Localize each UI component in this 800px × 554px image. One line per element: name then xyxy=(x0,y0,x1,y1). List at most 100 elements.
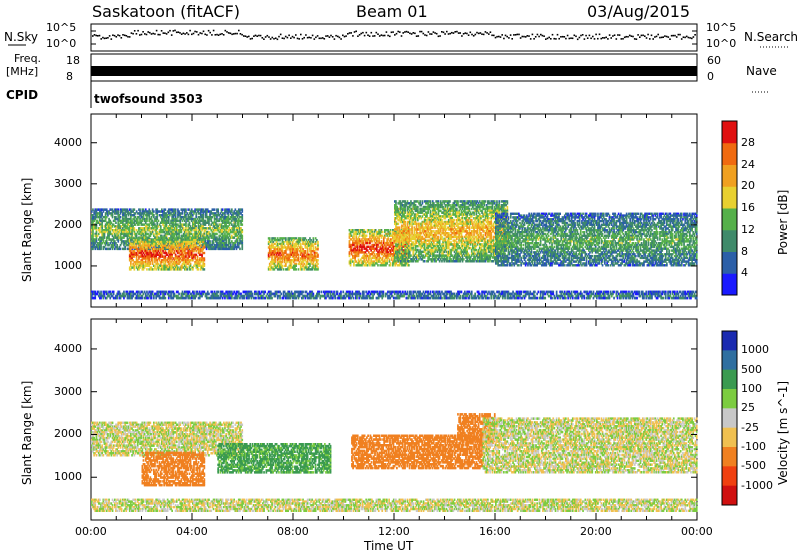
noise-sample xyxy=(401,35,403,37)
noise-sample xyxy=(149,32,151,34)
noise-sample xyxy=(590,38,592,40)
noise-sample xyxy=(161,30,163,32)
noise-sample xyxy=(594,38,596,40)
echo-cell xyxy=(120,216,122,219)
noise-sample xyxy=(501,34,503,36)
echo-cell xyxy=(112,216,114,219)
noise-sample xyxy=(330,35,332,37)
noise-sample xyxy=(496,36,498,38)
noise-sample xyxy=(617,34,619,36)
noise-sample xyxy=(560,36,562,38)
noise-sample xyxy=(567,35,569,37)
noise-sample xyxy=(448,33,450,35)
noise-sample xyxy=(241,34,243,36)
noise-sample xyxy=(428,31,430,33)
noise-sample xyxy=(112,34,114,36)
noise-sample xyxy=(280,34,282,36)
noise-sample xyxy=(332,36,334,38)
noise-sample xyxy=(558,38,560,40)
noise-sample xyxy=(535,36,537,38)
echo-cell xyxy=(158,220,160,223)
noise-sample xyxy=(290,37,292,39)
noise-sample xyxy=(391,32,393,34)
noise-sample xyxy=(416,35,418,37)
noise-sample xyxy=(564,36,566,38)
noise-sample xyxy=(116,36,118,38)
noise-sample xyxy=(488,33,490,35)
noise-sample xyxy=(396,33,398,35)
echo-cell xyxy=(117,240,119,243)
noise-sample xyxy=(498,36,500,38)
noise-sample xyxy=(610,37,612,39)
noise-sample xyxy=(574,35,576,37)
noise-sample xyxy=(119,35,121,37)
noise-sample xyxy=(320,38,322,40)
noise-sample xyxy=(490,31,492,33)
noise-sample xyxy=(111,38,113,40)
noise-sample xyxy=(218,34,220,36)
noise-sample xyxy=(565,38,567,40)
noise-sample xyxy=(163,32,165,34)
noise-sample xyxy=(303,37,305,39)
noise-sample xyxy=(426,35,428,37)
noise-sample xyxy=(384,35,386,37)
noise-sample xyxy=(449,33,451,35)
noise-sample xyxy=(248,36,250,38)
noise-sample xyxy=(95,35,97,37)
freq-bar xyxy=(91,66,697,76)
noise-sample xyxy=(542,35,544,37)
noise-sample xyxy=(293,37,295,39)
noise-sample xyxy=(131,32,133,34)
noise-sample xyxy=(614,34,616,36)
noise-sample xyxy=(644,35,646,37)
noise-sample xyxy=(503,38,505,40)
noise-sample xyxy=(439,35,441,37)
noise-sample xyxy=(364,35,366,37)
noise-sample xyxy=(451,32,453,34)
noise-sample xyxy=(587,37,589,39)
noise-sample xyxy=(181,33,183,35)
noise-sample xyxy=(585,35,587,37)
noise-sample xyxy=(295,34,297,36)
noise-sample xyxy=(458,32,460,34)
noise-sample xyxy=(693,36,695,38)
noise-sample xyxy=(315,37,317,39)
noise-sample xyxy=(528,35,530,37)
noise-sample xyxy=(654,36,656,38)
noise-sample xyxy=(183,33,185,35)
noise-sample xyxy=(669,38,671,40)
noise-sample xyxy=(374,35,376,37)
noise-sample xyxy=(651,35,653,37)
noise-sample xyxy=(235,33,237,35)
echo-cell xyxy=(134,208,136,211)
noise-sample xyxy=(193,33,195,35)
noise-sample xyxy=(406,31,408,33)
noise-sample xyxy=(194,31,196,33)
noise-sample xyxy=(176,32,178,34)
noise-sample xyxy=(579,37,581,39)
noise-sample xyxy=(627,36,629,38)
noise-sample xyxy=(510,34,512,36)
noise-sample xyxy=(508,37,510,39)
noise-sample xyxy=(251,38,253,40)
noise-sample xyxy=(595,34,597,36)
noise-sample xyxy=(100,38,102,40)
noise-sample xyxy=(421,31,423,33)
noise-sample xyxy=(213,30,215,32)
noise-sample xyxy=(146,34,148,36)
noise-sample xyxy=(173,30,175,32)
power-echo-layer xyxy=(91,200,698,299)
noise-sample xyxy=(555,38,557,40)
figure-canvas xyxy=(0,0,800,554)
noise-sample xyxy=(493,35,495,37)
noise-sample xyxy=(607,38,609,40)
noise-sample xyxy=(122,34,124,36)
noise-sample xyxy=(553,38,555,40)
noise-sample xyxy=(102,37,104,39)
noise-sample xyxy=(92,35,94,37)
noise-sample xyxy=(486,32,488,34)
noise-sample xyxy=(357,35,359,37)
noise-sample xyxy=(349,32,351,34)
noise-sample xyxy=(377,33,379,35)
noise-sample xyxy=(513,34,515,36)
